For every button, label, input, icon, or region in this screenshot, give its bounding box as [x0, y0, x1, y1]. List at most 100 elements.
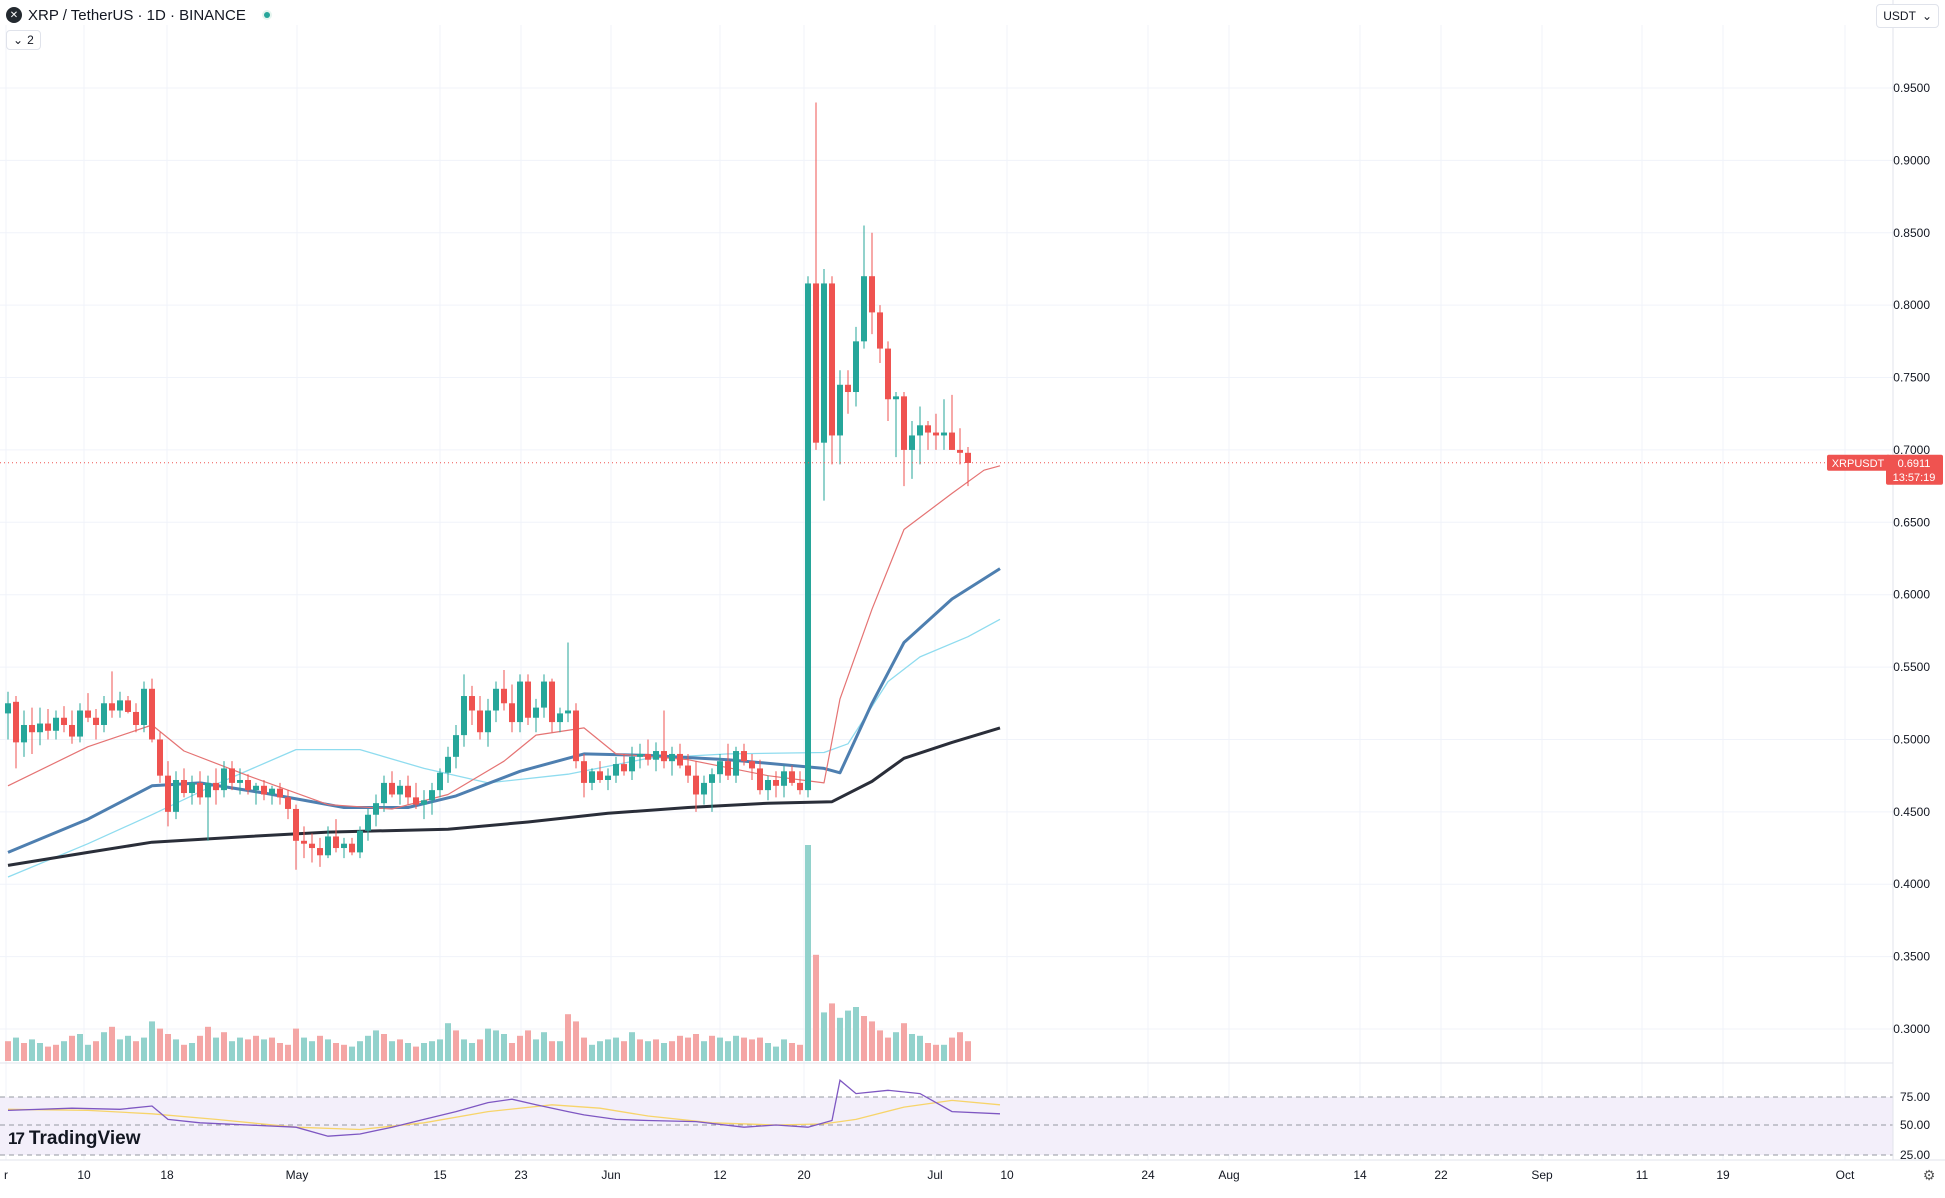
- candle: [373, 794, 379, 827]
- candle-body: [133, 711, 139, 725]
- last-price-tag: XRPUSDT 0.6911 13:57:19: [0, 454, 1943, 485]
- volume-bar: [677, 1035, 683, 1061]
- indicators-collapse-button[interactable]: ⌄ 2: [6, 30, 41, 50]
- candle: [245, 774, 251, 795]
- volume-bar: [61, 1041, 67, 1061]
- candle: [381, 775, 387, 812]
- price-tick-label: 0.3000: [1893, 1022, 1930, 1036]
- candle-body: [269, 788, 275, 795]
- volume-bar: [789, 1043, 795, 1061]
- volume-bar: [565, 1014, 571, 1061]
- candle: [493, 681, 499, 723]
- volume-bar: [813, 954, 819, 1061]
- candle-body: [381, 782, 387, 804]
- candle: [5, 691, 11, 740]
- candle: [117, 691, 123, 718]
- volume-bar: [909, 1034, 915, 1061]
- time-tick-label: 15: [433, 1168, 447, 1182]
- volume-bar: [933, 1044, 939, 1061]
- candle-body: [413, 797, 419, 805]
- volume-bar: [5, 1041, 11, 1061]
- tradingview-logo[interactable]: 17 TradingView: [8, 1128, 141, 1150]
- volume-bar: [173, 1039, 179, 1061]
- candle: [757, 759, 763, 795]
- candle-body: [157, 739, 163, 776]
- rsi-band: [0, 1097, 1893, 1155]
- candle: [629, 746, 635, 780]
- candle: [949, 394, 955, 450]
- candle: [925, 420, 931, 450]
- candle: [901, 392, 907, 487]
- candle: [469, 685, 475, 725]
- symbol-title[interactable]: XRP / TetherUS · 1D · BINANCE: [28, 6, 246, 24]
- candle-body: [597, 771, 603, 780]
- candle: [917, 406, 923, 465]
- volume-bar: [621, 1041, 627, 1061]
- price-tick-label: 0.9500: [1893, 81, 1930, 95]
- candle-body: [429, 790, 435, 801]
- volume-bar: [301, 1037, 307, 1061]
- candle: [325, 826, 331, 859]
- volume-bar: [749, 1039, 755, 1061]
- time-tick-label: May: [286, 1168, 309, 1182]
- candle-body: [541, 681, 547, 708]
- candle-body: [933, 432, 939, 436]
- candle: [437, 768, 443, 798]
- candle: [701, 775, 707, 805]
- time-tick-label: r: [4, 1168, 8, 1182]
- candle-body: [117, 700, 123, 711]
- time-tick-label: 14: [1353, 1168, 1367, 1182]
- candle-body: [637, 753, 643, 757]
- volume-bar: [589, 1044, 595, 1061]
- volume-bar: [525, 1030, 531, 1061]
- volume-bar: [805, 845, 811, 1061]
- volume-bar: [837, 1017, 843, 1061]
- ma-fast-line: [7, 465, 1001, 810]
- candle-body: [829, 283, 835, 436]
- volume-bar: [333, 1043, 339, 1061]
- candle: [693, 761, 699, 812]
- candle-body: [101, 703, 107, 725]
- time-tick-label: 10: [1000, 1168, 1014, 1182]
- candle-body: [141, 688, 147, 725]
- candle-body: [909, 435, 915, 450]
- candle-body: [149, 688, 155, 740]
- currency-selector[interactable]: USDT ⌄: [1876, 4, 1939, 28]
- candle: [861, 225, 867, 349]
- time-tick-label: Jun: [601, 1168, 620, 1182]
- price-tick-label: 0.8000: [1893, 298, 1930, 312]
- volume-bar: [893, 1032, 899, 1061]
- candle-body: [925, 425, 931, 433]
- candle: [725, 743, 731, 780]
- time-tick-label: 23: [514, 1168, 528, 1182]
- rsi-signal-line: [7, 1099, 1001, 1131]
- candle: [653, 742, 659, 772]
- candle: [669, 746, 675, 776]
- volume-bar: [261, 1039, 267, 1061]
- volume-bar: [949, 1037, 955, 1061]
- volume-bar: [645, 1041, 651, 1061]
- volume-bar: [189, 1043, 195, 1061]
- rsi-line: [7, 1078, 1001, 1137]
- candle: [957, 428, 963, 465]
- volume-bar: [469, 1043, 475, 1061]
- volume-bar: [597, 1041, 603, 1061]
- candle-body: [845, 384, 851, 393]
- volume-bar: [77, 1034, 83, 1061]
- candle-body: [717, 761, 723, 775]
- candle: [165, 761, 171, 827]
- candle: [781, 765, 787, 798]
- candle-body: [237, 779, 243, 783]
- gear-icon[interactable]: ⚙: [1922, 1167, 1936, 1183]
- candle-body: [293, 808, 299, 841]
- volume-bar: [821, 1012, 827, 1061]
- volume-bar: [21, 1043, 27, 1061]
- candle: [709, 768, 715, 812]
- candle-body: [901, 396, 907, 450]
- volume-bar: [149, 1021, 155, 1061]
- volume-bar: [861, 1016, 867, 1061]
- candle-body: [573, 710, 579, 762]
